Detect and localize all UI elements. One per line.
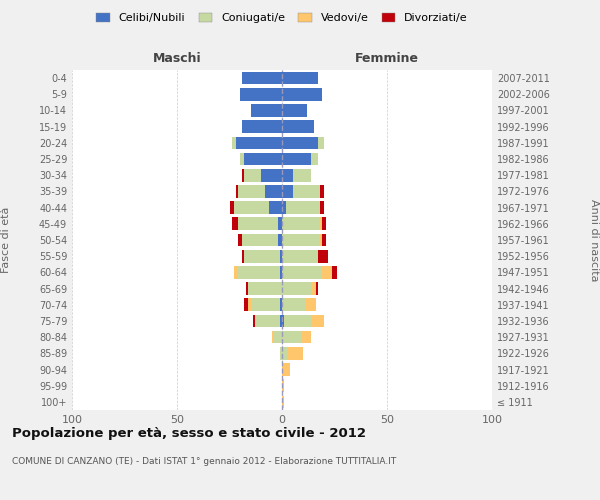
Bar bbox=[282, 282, 311, 295]
Bar bbox=[280, 314, 282, 328]
Text: Popolazione per età, sesso e stato civile - 2012: Popolazione per età, sesso e stato civil… bbox=[12, 428, 366, 440]
Bar bbox=[244, 169, 261, 181]
Bar bbox=[236, 136, 282, 149]
Bar bbox=[320, 218, 322, 230]
Bar bbox=[282, 331, 301, 344]
Bar bbox=[282, 396, 284, 408]
Bar bbox=[282, 202, 286, 214]
Bar bbox=[282, 169, 293, 181]
Bar bbox=[280, 347, 282, 360]
Bar bbox=[318, 136, 324, 149]
Bar bbox=[280, 250, 282, 262]
Bar bbox=[320, 234, 322, 246]
Bar bbox=[282, 234, 320, 246]
Bar bbox=[293, 169, 311, 181]
Bar bbox=[318, 250, 328, 262]
Bar bbox=[284, 314, 311, 328]
Bar bbox=[301, 331, 311, 344]
Bar bbox=[282, 298, 305, 311]
Bar bbox=[247, 282, 248, 295]
Bar bbox=[242, 72, 282, 85]
Bar bbox=[234, 266, 238, 278]
Bar bbox=[320, 202, 324, 214]
Bar bbox=[234, 202, 269, 214]
Bar bbox=[244, 250, 280, 262]
Legend: Celibi/Nubili, Coniugati/e, Vedovi/e, Divorziati/e: Celibi/Nubili, Coniugati/e, Vedovi/e, Di… bbox=[92, 8, 472, 28]
Bar bbox=[251, 104, 282, 117]
Bar bbox=[251, 298, 280, 311]
Bar bbox=[282, 266, 322, 278]
Bar bbox=[278, 218, 282, 230]
Bar bbox=[311, 282, 316, 295]
Bar bbox=[293, 185, 320, 198]
Bar bbox=[271, 331, 274, 344]
Bar bbox=[269, 202, 282, 214]
Bar bbox=[238, 185, 265, 198]
Bar bbox=[332, 266, 337, 278]
Text: Maschi: Maschi bbox=[152, 52, 202, 65]
Bar bbox=[244, 298, 248, 311]
Bar bbox=[242, 234, 278, 246]
Bar bbox=[238, 234, 242, 246]
Bar bbox=[289, 347, 303, 360]
Bar bbox=[278, 234, 282, 246]
Bar bbox=[274, 331, 282, 344]
Bar bbox=[316, 282, 318, 295]
Bar bbox=[242, 120, 282, 133]
Text: Fasce di età: Fasce di età bbox=[1, 207, 11, 273]
Bar bbox=[282, 380, 284, 392]
Bar bbox=[282, 152, 311, 166]
Bar bbox=[311, 152, 318, 166]
Bar bbox=[236, 185, 238, 198]
Bar bbox=[282, 218, 320, 230]
Bar bbox=[320, 185, 324, 198]
Bar bbox=[253, 314, 254, 328]
Bar bbox=[238, 266, 280, 278]
Bar bbox=[311, 314, 324, 328]
Bar bbox=[240, 152, 244, 166]
Text: Anni di nascita: Anni di nascita bbox=[589, 198, 599, 281]
Text: Femmine: Femmine bbox=[355, 52, 419, 65]
Bar bbox=[282, 314, 284, 328]
Bar bbox=[265, 185, 282, 198]
Bar bbox=[261, 169, 282, 181]
Bar bbox=[242, 250, 244, 262]
Bar bbox=[282, 88, 322, 101]
Bar bbox=[282, 250, 318, 262]
Bar bbox=[282, 104, 307, 117]
Bar bbox=[248, 298, 251, 311]
Bar bbox=[232, 136, 236, 149]
Bar bbox=[254, 314, 280, 328]
Bar bbox=[232, 218, 238, 230]
Bar bbox=[230, 202, 234, 214]
Bar bbox=[305, 298, 316, 311]
Bar bbox=[242, 169, 244, 181]
Bar bbox=[282, 363, 290, 376]
Bar bbox=[282, 72, 318, 85]
Bar bbox=[280, 298, 282, 311]
Bar bbox=[322, 266, 332, 278]
Text: COMUNE DI CANZANO (TE) - Dati ISTAT 1° gennaio 2012 - Elaborazione TUTTITALIA.IT: COMUNE DI CANZANO (TE) - Dati ISTAT 1° g… bbox=[12, 458, 396, 466]
Bar bbox=[282, 185, 293, 198]
Bar bbox=[282, 347, 289, 360]
Bar bbox=[282, 120, 314, 133]
Bar bbox=[322, 218, 326, 230]
Bar bbox=[286, 202, 320, 214]
Bar bbox=[240, 88, 282, 101]
Bar bbox=[244, 152, 282, 166]
Bar bbox=[238, 218, 278, 230]
Bar bbox=[282, 136, 318, 149]
Bar bbox=[248, 282, 282, 295]
Bar bbox=[322, 234, 326, 246]
Bar bbox=[280, 266, 282, 278]
